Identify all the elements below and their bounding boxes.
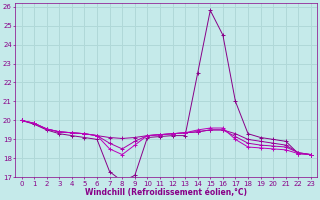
X-axis label: Windchill (Refroidissement éolien,°C): Windchill (Refroidissement éolien,°C) (85, 188, 247, 197)
